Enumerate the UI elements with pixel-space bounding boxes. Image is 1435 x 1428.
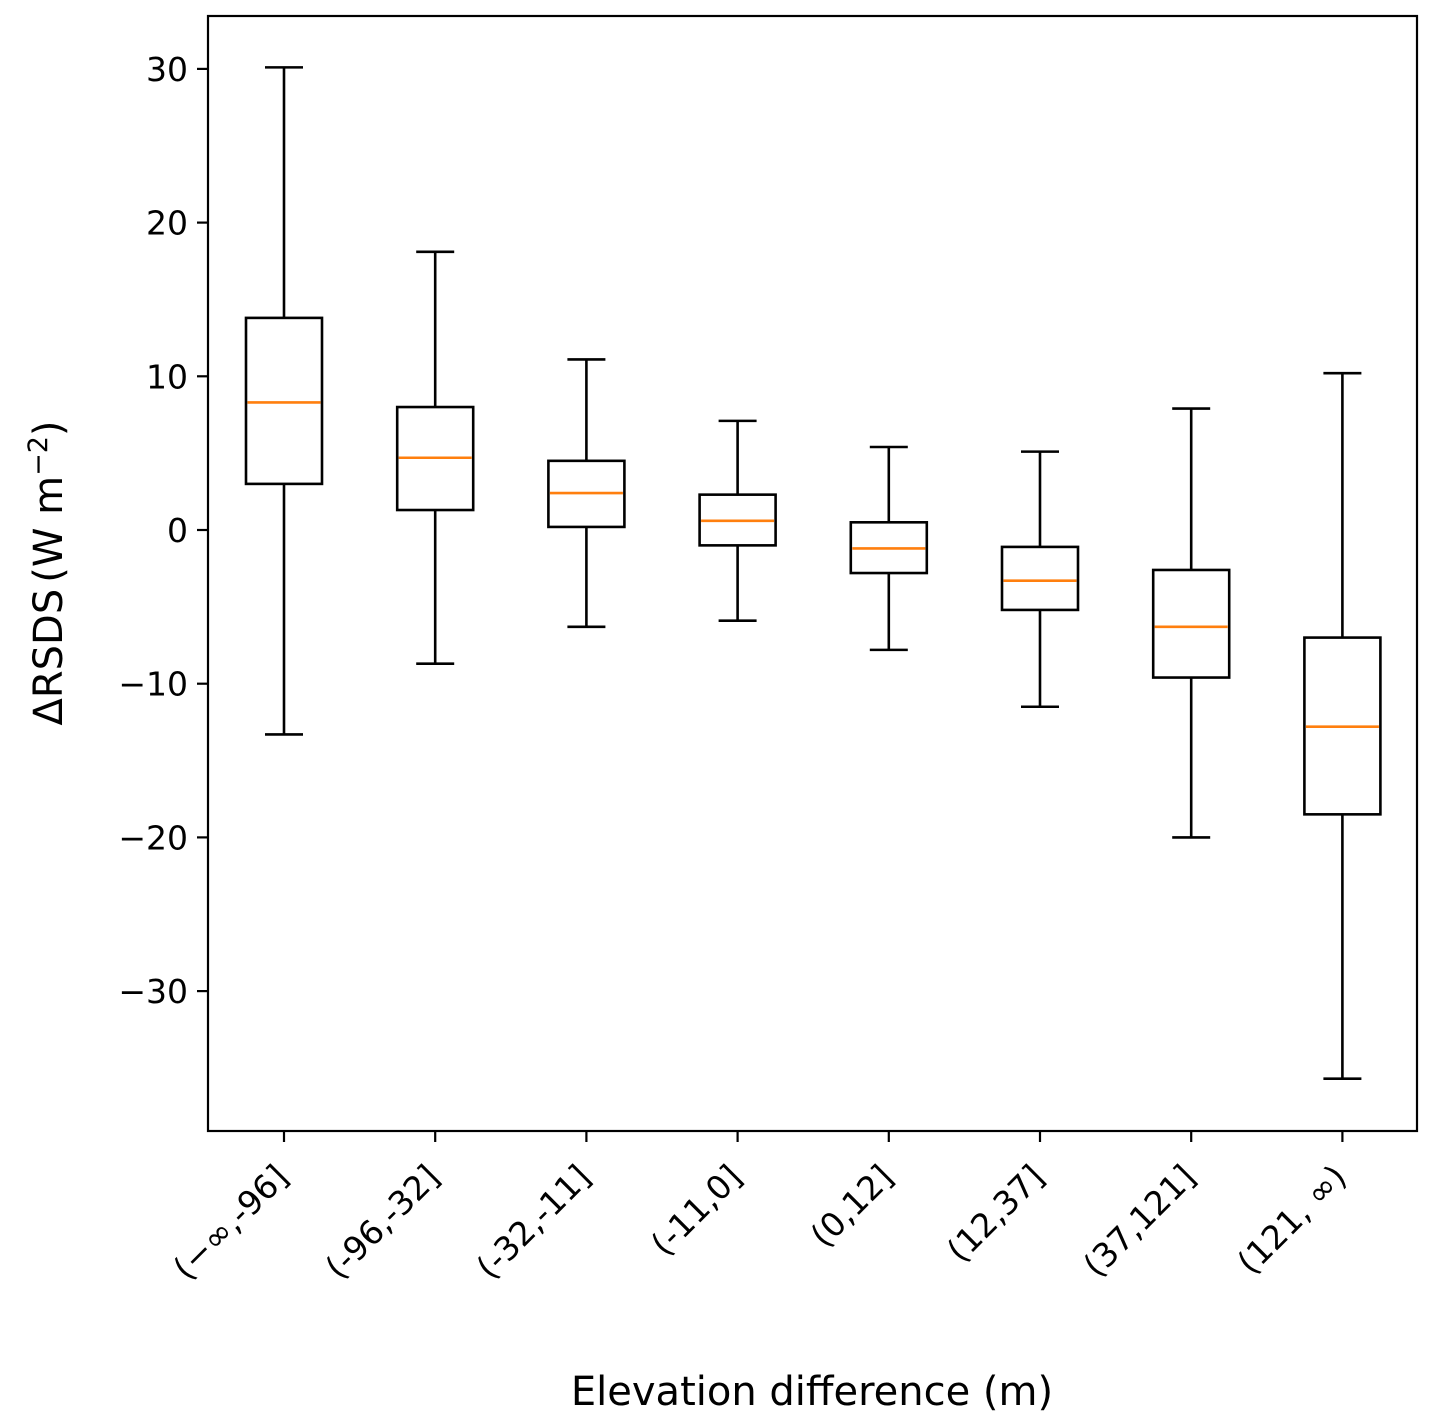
x-tick-label: (-32,-11] xyxy=(469,1157,598,1286)
y-tick-label: 30 xyxy=(146,50,188,89)
plot-frame xyxy=(206,14,1419,1133)
y-axis: 30 20 10 0 −10 −20 −30 xyxy=(118,50,208,1011)
box-group-8 xyxy=(1303,371,1382,1081)
box-group-3 xyxy=(547,358,626,629)
y-tick-label: 10 xyxy=(146,357,188,396)
x-axis: (−∞,-96] (-96,-32] (-32,-11] (-11,0] (0,12] (… xyxy=(165,1131,1354,1287)
x-tick-label: (121, ∞) xyxy=(1229,1157,1354,1282)
box-group-1 xyxy=(244,66,324,736)
y-tick-label: 0 xyxy=(167,511,188,550)
y-tick-label: 20 xyxy=(146,204,188,243)
x-axis-label: Elevation difference (m) xyxy=(571,1369,1053,1415)
x-tick-label: (-11,0] xyxy=(643,1157,749,1263)
y-tick-label: −30 xyxy=(118,972,188,1011)
box-group-4 xyxy=(698,419,777,622)
x-tick-label: (12,37] xyxy=(939,1157,1052,1270)
box xyxy=(244,316,324,486)
box-group-7 xyxy=(1151,407,1231,839)
box-group-5 xyxy=(849,445,929,652)
y-tick-label: −10 xyxy=(118,665,188,704)
x-tick-label: (0,12] xyxy=(803,1157,901,1255)
box xyxy=(1151,568,1231,679)
x-tick-label: (37,121] xyxy=(1075,1157,1202,1284)
box-group-2 xyxy=(395,250,475,666)
box-group-6 xyxy=(1000,450,1080,709)
y-axis-label: ΔRSDS(W m−2) xyxy=(23,420,72,725)
box xyxy=(1000,545,1080,612)
plot-marks xyxy=(244,66,1382,1081)
y-tick-label: −20 xyxy=(118,818,188,857)
x-tick-label: (-96,-32] xyxy=(317,1157,446,1286)
x-tick-label: (−∞,-96] xyxy=(165,1157,295,1287)
